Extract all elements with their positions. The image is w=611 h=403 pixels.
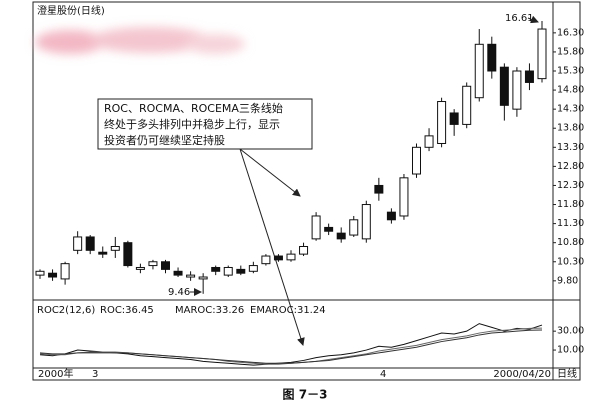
candle-body xyxy=(261,255,271,265)
blurred-overlay xyxy=(35,27,245,54)
frame xyxy=(32,1,581,381)
annotation: 投资者仍可继续坚定持股 xyxy=(104,133,225,147)
y-tick-label: 12.30 xyxy=(557,180,584,191)
y-tick-label: 15.30 xyxy=(557,66,584,77)
candle-body xyxy=(273,255,283,261)
y-tick-label: 9.80 xyxy=(557,275,578,286)
annotation: 16.61 xyxy=(505,13,534,24)
series-line xyxy=(39,327,543,365)
legend-entry: ROC:36.45 xyxy=(100,305,154,316)
x-tick-label: 2000/04/20 xyxy=(493,369,551,380)
candle-body xyxy=(537,28,547,80)
y-tick-label: 12.80 xyxy=(557,161,584,172)
candle-body xyxy=(98,251,108,255)
candle-body xyxy=(487,43,497,72)
legend-entry: MAROC:33.26 xyxy=(175,305,244,316)
y-tick-label: 13.80 xyxy=(557,123,584,134)
candle-body xyxy=(135,266,145,270)
series-line xyxy=(39,323,543,366)
candle-body xyxy=(374,184,384,194)
panel-title: ROC2(12,6) xyxy=(37,305,95,316)
candle-body xyxy=(462,85,472,125)
candle-body xyxy=(236,268,246,274)
candle-body xyxy=(173,270,183,276)
candle-body xyxy=(85,236,95,251)
candle-body xyxy=(524,70,534,83)
candle-body xyxy=(361,204,371,240)
candle-body xyxy=(73,236,83,251)
candle-body xyxy=(412,146,421,175)
candle-body xyxy=(60,263,70,280)
candle-body xyxy=(336,232,346,240)
candle-body xyxy=(35,270,45,276)
arrow xyxy=(239,148,305,346)
chart-title: 澄星股份(日线) xyxy=(37,4,105,17)
y-tick-label: 30.00 xyxy=(557,326,584,337)
candle-body xyxy=(161,261,170,270)
legend-entry: EMAROC:31.24 xyxy=(250,305,326,316)
candle-body xyxy=(299,245,309,255)
candle-body xyxy=(512,70,522,110)
caption: 图 7－3 xyxy=(283,388,328,402)
candle-body xyxy=(248,265,258,272)
series-line xyxy=(39,329,543,364)
candle-body xyxy=(349,219,359,236)
candle-body xyxy=(198,276,208,280)
candle-body xyxy=(186,274,196,278)
candle-body xyxy=(123,242,133,267)
candle-body xyxy=(399,177,409,217)
arrow xyxy=(527,15,539,24)
y-tick-label: 14.30 xyxy=(557,104,584,115)
y-tick-label: 10.30 xyxy=(557,256,584,267)
candle-body xyxy=(286,253,296,261)
candle-body xyxy=(386,211,396,221)
candle-body xyxy=(223,266,233,276)
candle-body xyxy=(311,215,321,240)
x-tick-label: 4 xyxy=(380,369,386,380)
candle-body xyxy=(211,266,221,272)
y-tick-label: 11.30 xyxy=(557,218,584,229)
y-tick-label: 10.00 xyxy=(557,345,584,356)
candle-body xyxy=(499,66,509,106)
candle-body xyxy=(110,245,120,251)
candle-body xyxy=(424,135,434,148)
y-tick-label: 15.80 xyxy=(557,46,584,57)
y-tick-label: 14.80 xyxy=(557,85,584,96)
y-tick-label: 10.80 xyxy=(557,237,584,248)
x-tick-label: 3 xyxy=(92,369,98,380)
candle-body xyxy=(48,272,58,278)
candle-body xyxy=(474,43,484,99)
candle-body xyxy=(449,112,459,125)
annotation: ROC、ROCMA、ROCEMA三条线始 xyxy=(104,101,283,115)
y-tick-label: 11.80 xyxy=(557,199,584,210)
y-tick-label: 16.30 xyxy=(557,27,584,38)
annotation: 终处于多头排列中并稳步上行，显示 xyxy=(104,117,280,131)
candle-body xyxy=(148,261,158,267)
annotation-box xyxy=(97,98,313,150)
x-tick-label: 2000年 xyxy=(38,367,73,380)
annotation: 9.46 xyxy=(168,287,190,298)
period-label: 日线 xyxy=(557,367,577,380)
arrow xyxy=(239,148,301,197)
candle-body xyxy=(324,226,334,232)
candle-body xyxy=(437,101,447,144)
y-tick-label: 13.30 xyxy=(557,142,584,153)
